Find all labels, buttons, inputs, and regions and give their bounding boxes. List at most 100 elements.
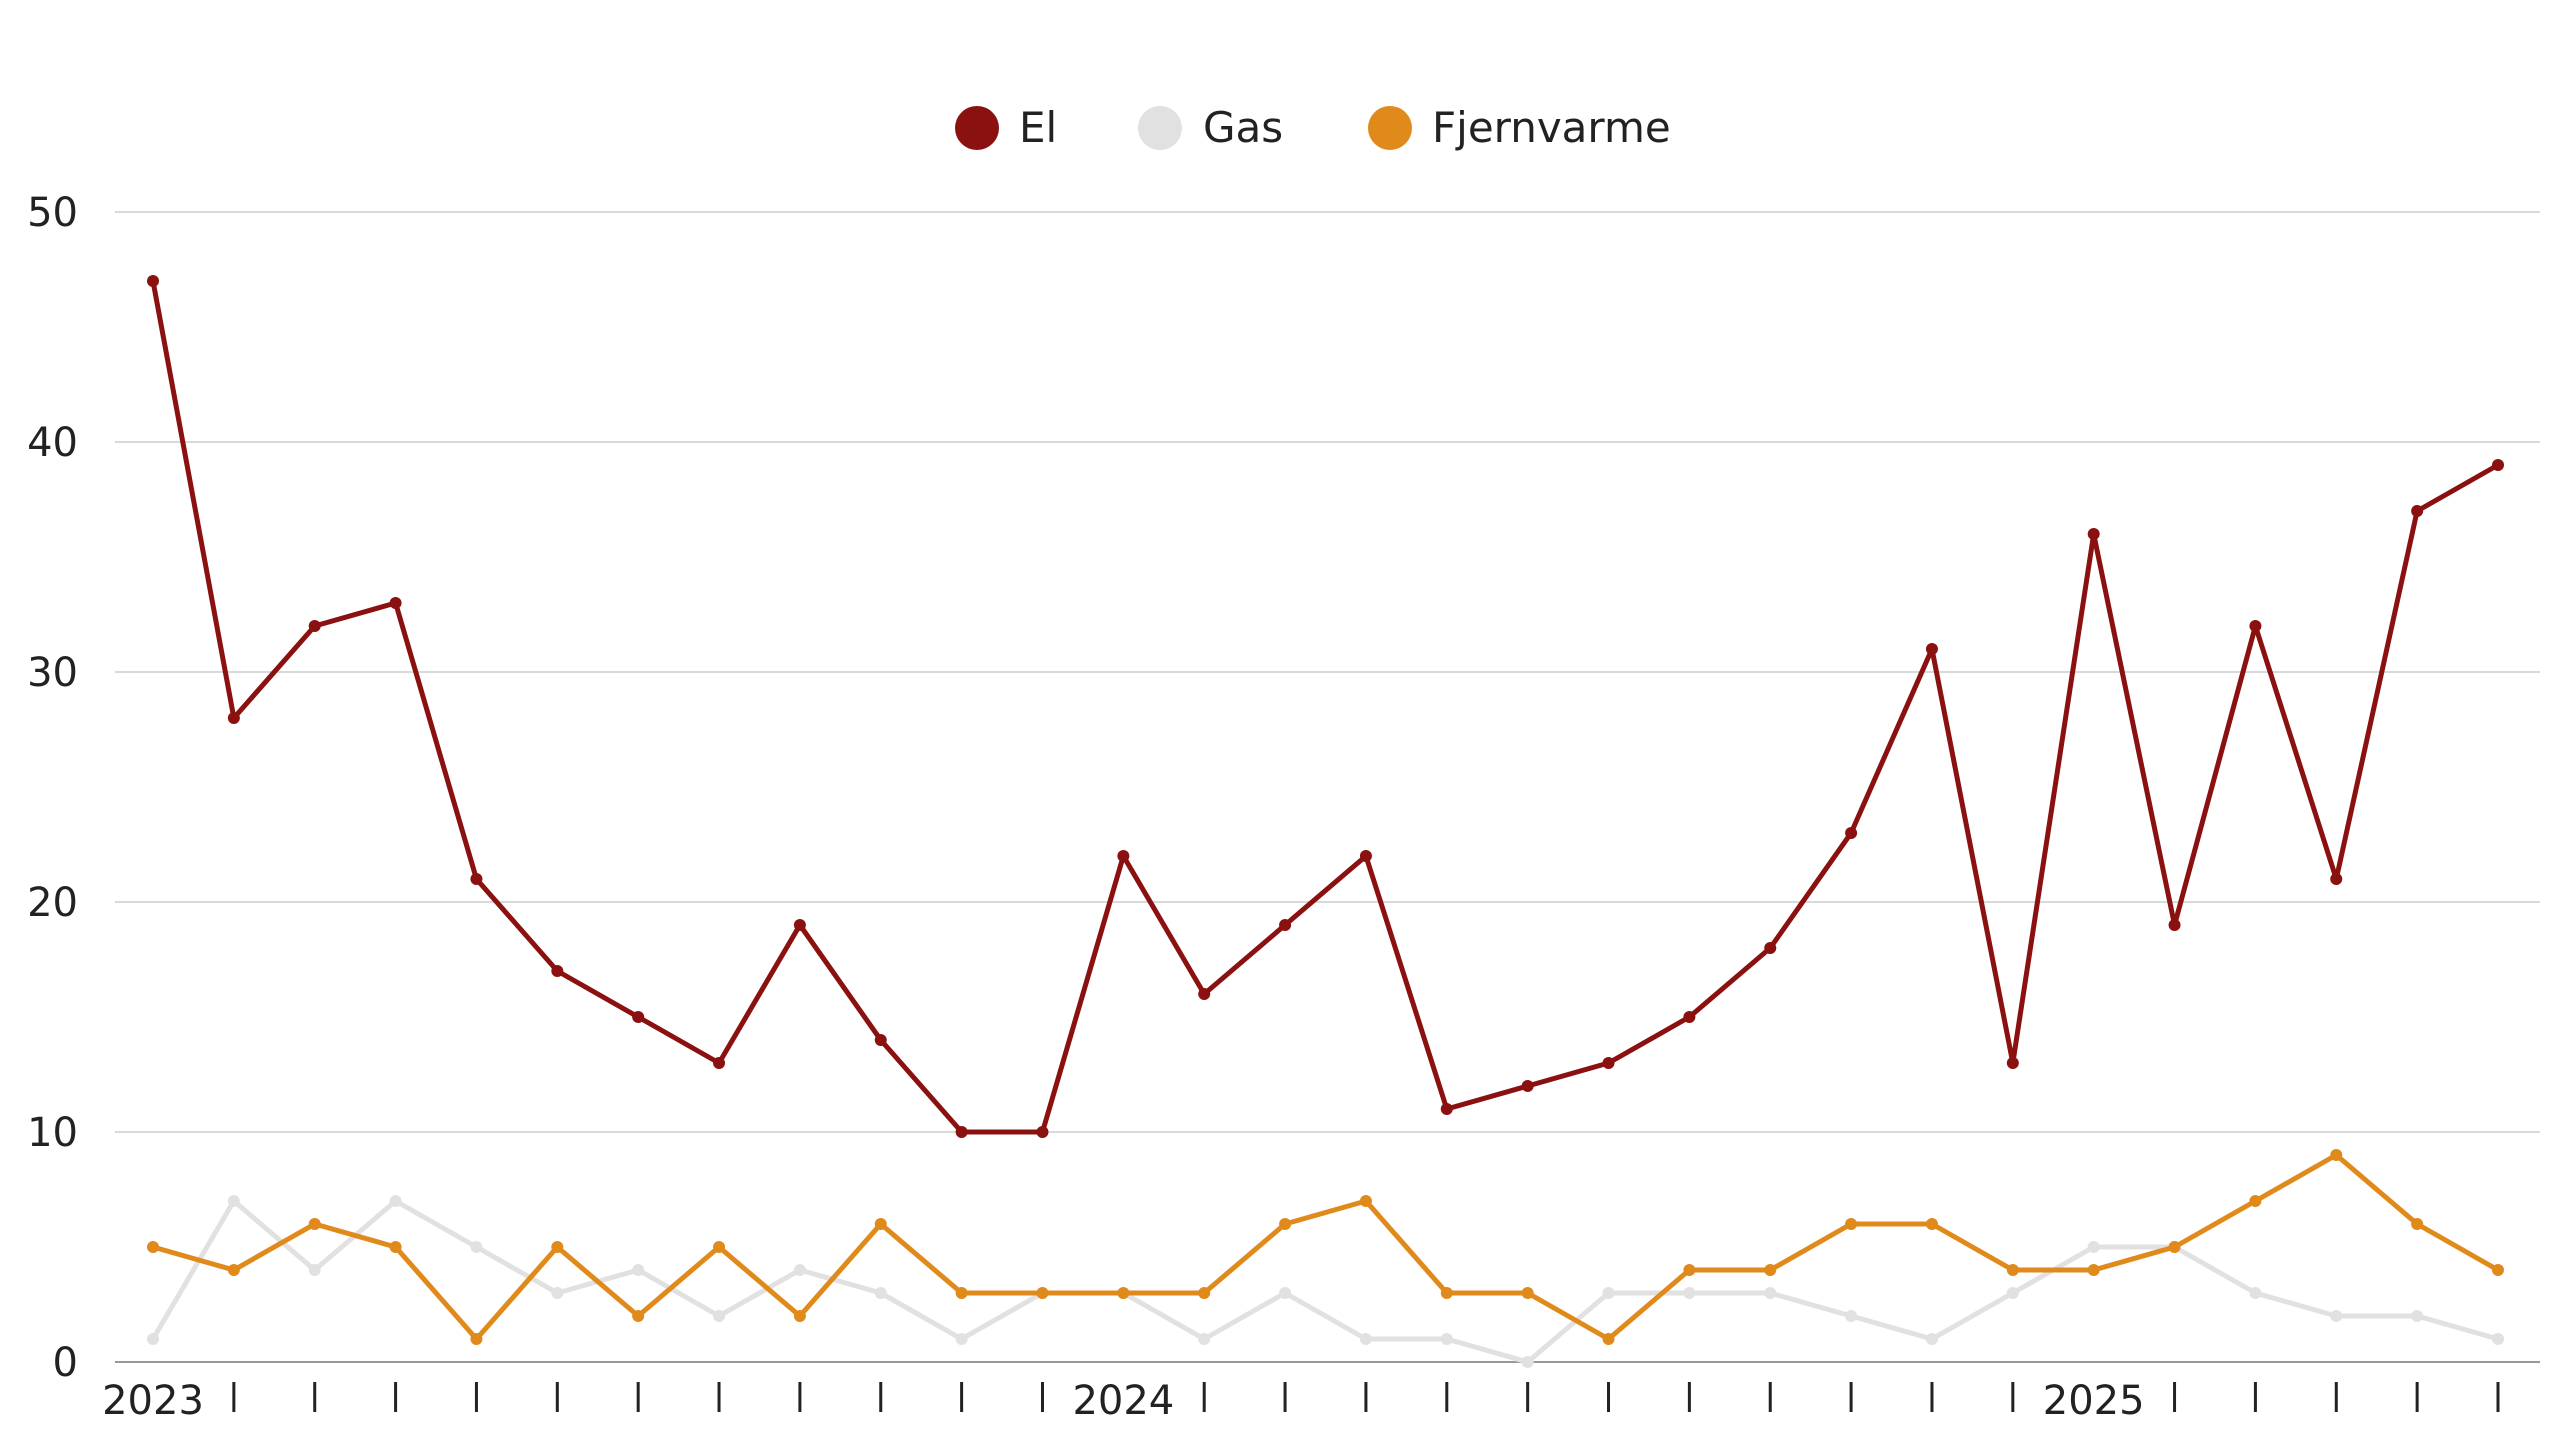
legend: El Gas Fjernvarme (955, 103, 1671, 152)
data-point-el (1521, 1080, 1534, 1092)
data-point-gas (470, 1241, 483, 1253)
grid-lines (115, 211, 2540, 1133)
data-point-fjernvarme (874, 1218, 887, 1230)
data-point-el (389, 597, 402, 609)
series-line-fjernvarme (152, 1152, 2500, 1342)
series-layer (147, 275, 2504, 1368)
data-point-gas (632, 1264, 645, 1276)
data-point-fjernvarme (1198, 1287, 1211, 1299)
data-point-fjernvarme (227, 1264, 240, 1276)
legend-swatch-fjernvarme (1368, 106, 1412, 150)
data-point-el (2087, 528, 2100, 540)
data-point-fjernvarme (2492, 1264, 2504, 1276)
data-point-el (147, 275, 159, 287)
data-point-fjernvarme (1764, 1264, 1777, 1276)
y-tick-label: 0 (53, 1340, 78, 1386)
data-point-gas (1198, 1333, 1211, 1345)
data-point-el (1764, 942, 1777, 954)
data-point-gas (1279, 1287, 1292, 1299)
data-point-fjernvarme (2006, 1264, 2019, 1276)
data-point-fjernvarme (1521, 1287, 1534, 1299)
data-point-gas (308, 1264, 321, 1276)
legend-label-gas: Gas (1203, 103, 1283, 152)
data-point-gas (2006, 1287, 2019, 1299)
data-point-el (793, 919, 806, 931)
series-fjernvarme (147, 1149, 2504, 1345)
data-point-gas (2411, 1310, 2424, 1322)
data-point-fjernvarme (1117, 1287, 1130, 1299)
data-point-gas (551, 1287, 564, 1299)
data-point-fjernvarme (308, 1218, 321, 1230)
data-point-el (713, 1057, 726, 1069)
data-point-gas (1764, 1287, 1777, 1299)
data-point-fjernvarme (147, 1241, 159, 1253)
data-point-gas (1602, 1287, 1615, 1299)
data-point-gas (389, 1195, 402, 1207)
y-tick-label: 50 (27, 190, 78, 236)
data-point-fjernvarme (1279, 1218, 1292, 1230)
data-point-el (2411, 505, 2424, 517)
data-point-fjernvarme (1845, 1218, 1858, 1230)
data-point-el (551, 965, 564, 977)
data-point-el (1359, 850, 1372, 862)
data-point-el (1279, 919, 1292, 931)
data-point-fjernvarme (2411, 1218, 2424, 1230)
series-line-el (150, 280, 2500, 1135)
data-point-gas (955, 1333, 968, 1345)
y-tick-label: 30 (27, 650, 78, 696)
data-point-fjernvarme (2330, 1149, 2343, 1161)
data-point-fjernvarme (470, 1333, 483, 1345)
series-line-gas (150, 1198, 2499, 1365)
data-point-el (632, 1011, 645, 1023)
data-point-el (874, 1034, 887, 1046)
data-point-gas (227, 1195, 240, 1207)
data-point-fjernvarme (551, 1241, 564, 1253)
data-point-gas (1359, 1333, 1372, 1345)
data-point-gas (1925, 1333, 1938, 1345)
data-point-fjernvarme (1683, 1264, 1696, 1276)
data-point-fjernvarme (1359, 1195, 1372, 1207)
data-point-el (1117, 850, 1130, 862)
data-point-fjernvarme (1925, 1218, 1938, 1230)
data-point-el (2330, 873, 2343, 885)
data-point-fjernvarme (955, 1287, 968, 1299)
data-point-el (2492, 459, 2504, 471)
legend-swatch-gas (1138, 106, 1182, 150)
legend-item-fjernvarme: Fjernvarme (1368, 103, 1671, 152)
data-point-el (1683, 1011, 1696, 1023)
legend-item-gas: Gas (1138, 103, 1283, 152)
data-point-fjernvarme (2168, 1241, 2181, 1253)
data-point-fjernvarme (632, 1310, 645, 1322)
data-point-el (2249, 620, 2262, 632)
data-point-el (1036, 1126, 1049, 1138)
series-gas (147, 1195, 2504, 1368)
data-point-el (2168, 919, 2181, 931)
data-point-gas (1683, 1287, 1696, 1299)
data-point-gas (147, 1333, 159, 1345)
data-point-el (1925, 643, 1938, 655)
data-point-gas (713, 1310, 726, 1322)
x-tick-label: 2024 (1072, 1378, 1174, 1424)
data-point-fjernvarme (2249, 1195, 2262, 1207)
data-point-gas (874, 1287, 887, 1299)
y-tick-label: 10 (27, 1110, 78, 1156)
data-point-fjernvarme (389, 1241, 402, 1253)
data-point-gas (2087, 1241, 2100, 1253)
data-point-el (227, 712, 240, 724)
x-axis: 2023 2024 2025 (102, 1361, 2540, 1424)
legend-label-fjernvarme: Fjernvarme (1432, 103, 1671, 152)
data-point-el (2006, 1057, 2019, 1069)
data-point-fjernvarme (793, 1310, 806, 1322)
legend-label-el: El (1019, 103, 1057, 152)
data-point-fjernvarme (2087, 1264, 2100, 1276)
x-tick-label: 2023 (102, 1378, 204, 1424)
data-point-gas (2330, 1310, 2343, 1322)
data-point-el (1602, 1057, 1615, 1069)
y-axis: 0 10 20 30 40 50 (27, 190, 78, 1386)
data-point-gas (2492, 1333, 2504, 1345)
data-point-fjernvarme (1036, 1287, 1049, 1299)
data-point-el (1845, 827, 1858, 839)
data-point-el (955, 1126, 968, 1138)
data-point-el (1198, 988, 1211, 1000)
